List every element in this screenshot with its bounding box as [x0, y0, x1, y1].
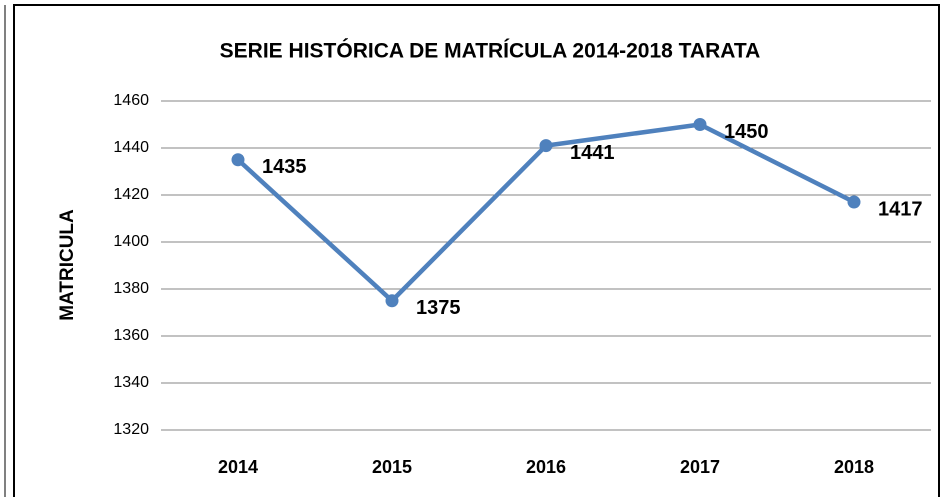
y-tick-label: 1360 — [113, 327, 149, 344]
y-tick-label: 1420 — [113, 186, 149, 203]
y-axis-label: MATRICULA — [57, 209, 78, 321]
y-tick-label: 1380 — [113, 280, 149, 297]
y-tick-label: 1460 — [113, 92, 149, 109]
x-tick-label: 2015 — [372, 457, 412, 477]
y-tick-label: 1340 — [113, 374, 149, 391]
y-tick-label: 1400 — [113, 233, 149, 250]
data-label: 1417 — [878, 198, 923, 220]
x-tick-label: 2016 — [526, 457, 566, 477]
chart-title: SERIE HISTÓRICA DE MATRÍCULA 2014-2018 T… — [220, 39, 761, 63]
data-label: 1441 — [570, 142, 615, 164]
y-tick-label: 1440 — [113, 139, 149, 156]
x-tick-label: 2017 — [680, 457, 720, 477]
x-tick-label: 2014 — [218, 457, 258, 477]
data-point — [385, 294, 399, 308]
data-point — [539, 139, 553, 153]
chart-frame — [13, 4, 940, 497]
data-point — [693, 118, 707, 131]
data-label: 1375 — [416, 297, 461, 319]
data-label: 1435 — [262, 156, 307, 178]
data-point — [231, 153, 245, 167]
data-label: 1450 — [724, 121, 769, 143]
y-tick-label: 1320 — [113, 421, 149, 438]
data-point — [847, 195, 861, 209]
x-tick-label: 2018 — [834, 457, 874, 477]
